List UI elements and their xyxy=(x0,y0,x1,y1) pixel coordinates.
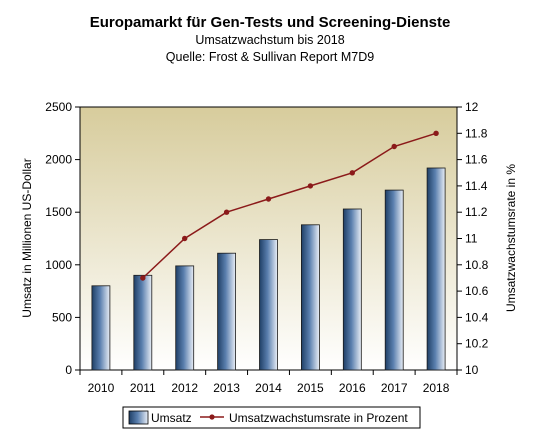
y2-tick-label-9: 11.8 xyxy=(465,126,488,140)
growth-point-2017 xyxy=(391,143,397,150)
bar-2015 xyxy=(300,224,320,371)
y2-tick-label-8: 11.6 xyxy=(465,153,488,167)
x-tick-label-2010: 2010 xyxy=(88,381,115,395)
x-tick-label-2016: 2016 xyxy=(339,381,366,395)
y-tick-label-1: 500 xyxy=(52,310,72,324)
y-tick-label-0: 0 xyxy=(65,363,72,377)
y2-tick-label-3: 10.6 xyxy=(465,284,489,298)
y2-tick-label-0: 10 xyxy=(465,363,479,377)
growth-point-2013 xyxy=(223,209,230,215)
bar-2014 xyxy=(259,239,278,371)
y-tick-label-4: 2000 xyxy=(45,153,72,167)
y2-axis-label: Umsatzwachstumsrate in % xyxy=(504,164,518,312)
x-tick-label-2011: 2011 xyxy=(130,381,156,395)
y2-tick-label-4: 10.8 xyxy=(465,258,489,272)
chart-subtitle: Umsatzwachstum bis 2018 xyxy=(195,33,344,47)
x-tick-label-2017: 2017 xyxy=(381,381,408,395)
growth-point-2014 xyxy=(265,196,272,202)
y2-tick-label-2: 10.4 xyxy=(465,310,489,324)
bars-group xyxy=(91,167,446,371)
x-tick-label-2018: 2018 xyxy=(423,381,450,395)
y-tick-label-3: 1500 xyxy=(45,205,72,219)
bar-2017 xyxy=(384,189,404,371)
chart-title: Europamarkt für Gen-Tests und Screening-… xyxy=(90,14,451,31)
y2-tick-label-7: 11.4 xyxy=(465,179,488,193)
legend-bar-swatch xyxy=(128,410,149,425)
x-tick-label-2015: 2015 xyxy=(297,381,324,395)
bar-2016 xyxy=(342,208,362,371)
bar-2011 xyxy=(133,274,153,371)
y-tick-label-2: 1000 xyxy=(45,258,72,272)
legend-line-marker xyxy=(209,414,215,420)
legend: Umsatz Umsatzwachstumsrate in Prozent xyxy=(122,406,421,429)
legend-bar-label: Umsatz xyxy=(151,411,192,425)
y2-tick-label-5: 11 xyxy=(465,232,478,246)
growth-line-group xyxy=(140,130,439,281)
x-tick-label-2014: 2014 xyxy=(255,381,282,395)
growth-point-2011 xyxy=(140,275,146,281)
y-axis-label: Umsatz in Millionen US-Dollar xyxy=(20,158,34,317)
y2-tick-label-6: 11.2 xyxy=(465,205,488,219)
legend-box xyxy=(122,406,421,429)
y2-tick-label-10: 12 xyxy=(465,100,479,114)
bar-2010 xyxy=(91,285,111,371)
bar-2018 xyxy=(426,167,446,371)
bar-2013 xyxy=(217,252,237,371)
growth-point-2012 xyxy=(182,235,188,242)
growth-point-2018 xyxy=(433,130,439,136)
growth-point-2016 xyxy=(349,170,355,176)
bar-2012 xyxy=(175,265,195,371)
growth-point-2015 xyxy=(307,183,314,189)
axes-group: 0 500 1000 1500 2000 2500 10 10.2 10.4 10.6 10.8 11… xyxy=(45,100,488,395)
growth-line xyxy=(142,132,437,279)
x-tick-label-2012: 2012 xyxy=(171,381,198,395)
y2-tick-label-1: 10.2 xyxy=(465,337,489,351)
x-tick-label-2013: 2013 xyxy=(213,381,240,395)
y-tick-label-5: 2500 xyxy=(45,100,72,114)
chart-source: Quelle: Frost & Sullivan Report M7D9 xyxy=(166,50,374,64)
legend-line-label: Umsatzwachstumsrate in Prozent xyxy=(229,411,408,425)
